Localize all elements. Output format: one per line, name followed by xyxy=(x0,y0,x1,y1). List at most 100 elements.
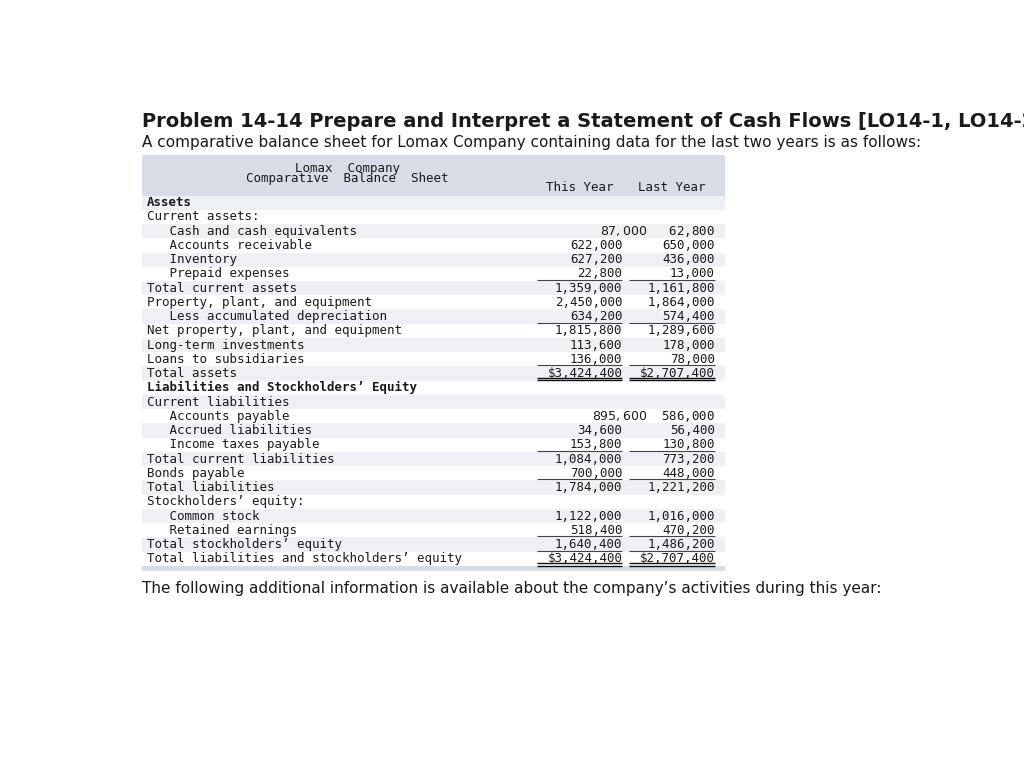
Bar xyxy=(142,452,725,466)
Text: $3,424,400: $3,424,400 xyxy=(548,367,623,380)
Text: 1,359,000: 1,359,000 xyxy=(555,282,623,295)
Text: Current assets:: Current assets: xyxy=(146,210,259,223)
Text: 178,000: 178,000 xyxy=(663,338,715,352)
Text: Property, plant, and equipment: Property, plant, and equipment xyxy=(146,296,372,309)
Text: 700,000: 700,000 xyxy=(570,467,623,480)
Text: Loans to subsidiaries: Loans to subsidiaries xyxy=(146,353,304,365)
Text: $   87,000  $   62,800: $ 87,000 $ 62,800 xyxy=(600,223,715,239)
Text: Comparative  Balance  Sheet: Comparative Balance Sheet xyxy=(246,172,449,185)
Text: Prepaid expenses: Prepaid expenses xyxy=(146,268,289,280)
Bar xyxy=(142,509,725,523)
Bar xyxy=(142,267,725,281)
Bar xyxy=(142,238,725,252)
Bar xyxy=(142,438,725,452)
Text: Less accumulated depreciation: Less accumulated depreciation xyxy=(146,310,387,323)
Text: 1,221,200: 1,221,200 xyxy=(647,481,715,494)
Bar xyxy=(142,252,725,267)
Bar xyxy=(142,538,725,552)
Text: 1,016,000: 1,016,000 xyxy=(647,510,715,522)
Bar xyxy=(142,523,725,538)
Text: Accounts payable: Accounts payable xyxy=(146,410,289,423)
Bar xyxy=(142,409,725,424)
Text: Lomax  Company: Lomax Company xyxy=(295,161,399,175)
Text: 113,600: 113,600 xyxy=(570,338,623,352)
Text: 1,640,400: 1,640,400 xyxy=(555,538,623,551)
Text: 622,000: 622,000 xyxy=(570,239,623,252)
Text: Assets: Assets xyxy=(146,196,191,210)
Text: 1,864,000: 1,864,000 xyxy=(647,296,715,309)
Text: Total liabilities and stockholders’ equity: Total liabilities and stockholders’ equi… xyxy=(146,553,462,565)
Text: This Year: This Year xyxy=(546,181,613,194)
Text: 470,200: 470,200 xyxy=(663,524,715,537)
Bar xyxy=(142,224,725,238)
Text: 436,000: 436,000 xyxy=(663,253,715,266)
Text: $3,424,400: $3,424,400 xyxy=(548,553,623,565)
Text: 1,161,800: 1,161,800 xyxy=(647,282,715,295)
Bar xyxy=(142,281,725,295)
Text: Total assets: Total assets xyxy=(146,367,237,380)
Text: 773,200: 773,200 xyxy=(663,452,715,466)
Text: 650,000: 650,000 xyxy=(663,239,715,252)
Bar xyxy=(142,295,725,310)
Text: The following additional information is available about the company’s activities: The following additional information is … xyxy=(142,581,882,596)
Text: 1,084,000: 1,084,000 xyxy=(555,452,623,466)
Bar xyxy=(142,552,725,566)
Text: 153,800: 153,800 xyxy=(570,438,623,452)
Bar xyxy=(142,381,725,395)
Text: 78,000: 78,000 xyxy=(670,353,715,365)
Bar xyxy=(142,324,725,338)
Text: 1,486,200: 1,486,200 xyxy=(647,538,715,551)
Text: Common stock: Common stock xyxy=(146,510,259,522)
Text: Retained earnings: Retained earnings xyxy=(146,524,297,537)
Text: Net property, plant, and equipment: Net property, plant, and equipment xyxy=(146,324,401,338)
Bar xyxy=(142,310,725,324)
Text: $2,707,400: $2,707,400 xyxy=(640,367,715,380)
Bar xyxy=(142,424,725,438)
Bar xyxy=(142,352,725,366)
Text: 634,200: 634,200 xyxy=(570,310,623,323)
Bar xyxy=(142,210,725,224)
Text: Problem 14-14 Prepare and Interpret a Statement of Cash Flows [LO14-1, LO14-2]: Problem 14-14 Prepare and Interpret a St… xyxy=(142,112,1024,130)
Text: 627,200: 627,200 xyxy=(570,253,623,266)
Text: 56,400: 56,400 xyxy=(670,424,715,437)
Text: 13,000: 13,000 xyxy=(670,268,715,280)
Text: 574,400: 574,400 xyxy=(663,310,715,323)
Text: 1,122,000: 1,122,000 xyxy=(555,510,623,522)
Bar xyxy=(142,196,725,210)
Bar xyxy=(142,494,725,509)
Text: 34,600: 34,600 xyxy=(578,424,623,437)
Text: Accrued liabilities: Accrued liabilities xyxy=(146,424,311,437)
Text: 2,450,000: 2,450,000 xyxy=(555,296,623,309)
Text: Total current liabilities: Total current liabilities xyxy=(146,452,334,466)
Bar xyxy=(142,566,725,570)
Text: Income taxes payable: Income taxes payable xyxy=(146,438,319,452)
Text: Total current assets: Total current assets xyxy=(146,282,297,295)
Text: Bonds payable: Bonds payable xyxy=(146,467,244,480)
Text: Total stockholders’ equity: Total stockholders’ equity xyxy=(146,538,342,551)
Text: 518,400: 518,400 xyxy=(570,524,623,537)
Text: 1,289,600: 1,289,600 xyxy=(647,324,715,338)
Text: Last Year: Last Year xyxy=(638,181,706,194)
Text: Total liabilities: Total liabilities xyxy=(146,481,274,494)
Text: Accounts receivable: Accounts receivable xyxy=(146,239,311,252)
Text: $  895,600  $  586,000: $ 895,600 $ 586,000 xyxy=(592,409,715,424)
Text: 130,800: 130,800 xyxy=(663,438,715,452)
Bar xyxy=(142,466,725,480)
Text: Long-term investments: Long-term investments xyxy=(146,338,304,352)
Text: Inventory: Inventory xyxy=(146,253,237,266)
Text: Liabilities and Stockholders’ Equity: Liabilities and Stockholders’ Equity xyxy=(146,381,417,394)
Text: Cash and cash equivalents: Cash and cash equivalents xyxy=(146,224,356,237)
Text: A comparative balance sheet for Lomax Company containing data for the last two y: A comparative balance sheet for Lomax Co… xyxy=(142,135,921,150)
Text: 1,815,800: 1,815,800 xyxy=(555,324,623,338)
Bar xyxy=(142,338,725,352)
Text: $2,707,400: $2,707,400 xyxy=(640,553,715,565)
Text: Stockholders’ equity:: Stockholders’ equity: xyxy=(146,495,304,508)
Text: 22,800: 22,800 xyxy=(578,268,623,280)
Bar xyxy=(142,480,725,494)
Text: Current liabilities: Current liabilities xyxy=(146,396,289,409)
Bar xyxy=(142,366,725,381)
Text: 448,000: 448,000 xyxy=(663,467,715,480)
Text: 1,784,000: 1,784,000 xyxy=(555,481,623,494)
Bar xyxy=(142,395,725,409)
Bar xyxy=(142,155,725,196)
